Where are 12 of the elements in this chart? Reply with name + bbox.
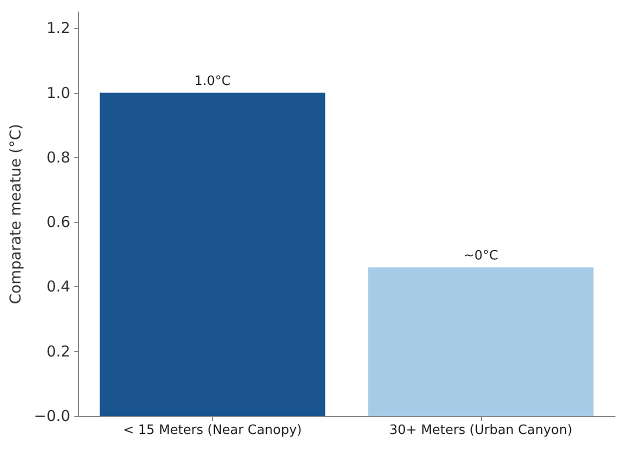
y-tick-label: 0.2	[46, 342, 70, 360]
y-tick-label: 0.4	[46, 278, 70, 296]
x-tick-label: 30+ Meters (Urban Canyon)	[389, 423, 572, 438]
y-tick-label: 0.8	[46, 148, 70, 166]
y-tick-label: 1.0	[46, 84, 70, 102]
y-tick-label: −0.0	[34, 407, 70, 425]
y-tick-label: 0.6	[46, 213, 70, 232]
x-tick-label: < 15 Meters (Near Canopy)	[123, 423, 302, 438]
data-label: 1.0°C	[194, 74, 231, 89]
y-axis-title: Comparate meatue (°C)	[6, 124, 24, 304]
y-tick-label: 1.2	[46, 19, 70, 38]
data-label: ~0°C	[463, 248, 498, 264]
